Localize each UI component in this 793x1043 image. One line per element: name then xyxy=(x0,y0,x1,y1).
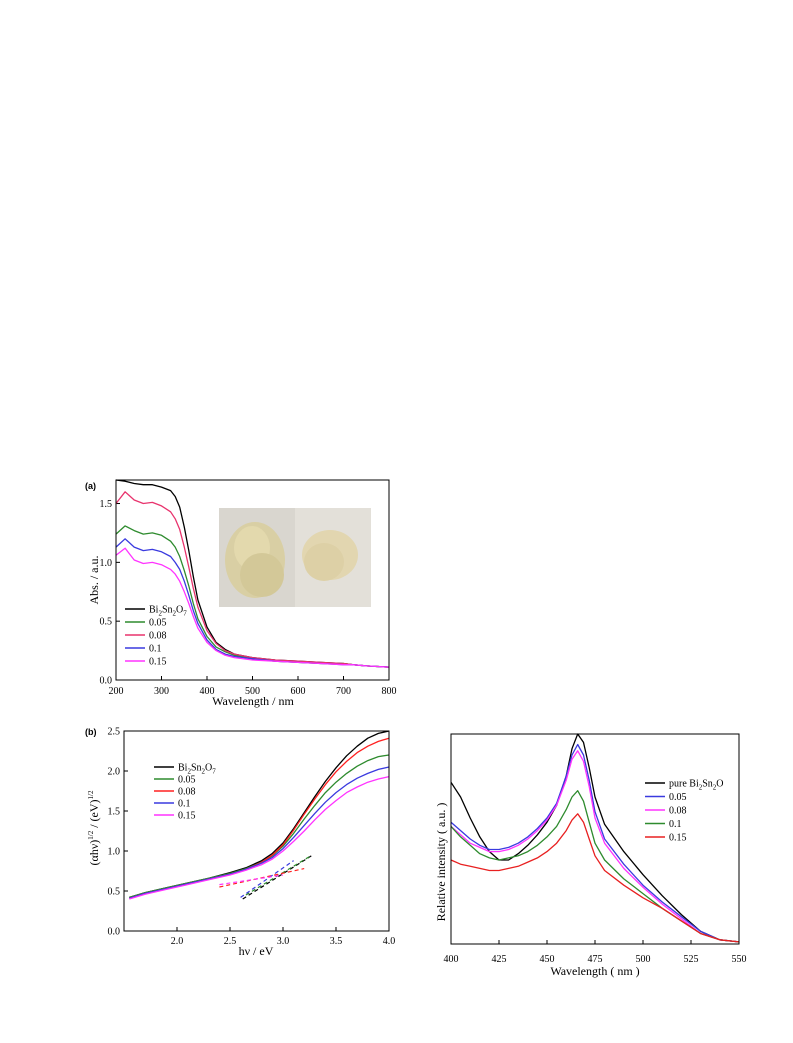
y-tick-label: 1.5 xyxy=(108,807,121,818)
y-tick-label: 0.5 xyxy=(108,887,121,898)
legend-label: 0.08 xyxy=(669,806,687,817)
tangent-line xyxy=(219,874,284,886)
panel-c-pl-spectra: 400 425 450 475 500 525 550 Wavelength ( nm ) … xyxy=(434,733,747,978)
panel-b-label: (b) xyxy=(85,727,97,737)
panel-a-y-axis-title: Abs. / a.u. xyxy=(87,556,101,605)
legend-label: Bi2Sn2O7 xyxy=(149,605,187,618)
series-line xyxy=(450,813,740,943)
legend-label: 0.08 xyxy=(149,631,167,642)
series-line xyxy=(129,730,390,899)
series-line xyxy=(129,737,390,899)
x-tick-label: 500 xyxy=(245,686,260,697)
panel-c-x-axis-title: Wavelength ( nm ) xyxy=(550,964,639,978)
panel-a-frame xyxy=(115,479,390,681)
x-tick-label: 300 xyxy=(154,686,169,697)
x-tick-label: 700 xyxy=(336,686,351,697)
x-tick-label: 400 xyxy=(444,954,459,965)
legend-label: 0.05 xyxy=(669,792,687,803)
legend-label: 0.15 xyxy=(669,833,687,844)
panel-a-x-axis-title: Wavelength / nm xyxy=(212,694,294,708)
panel-c-y-axis-title: Relative intensity ( a.u. ) xyxy=(434,803,448,922)
panel-b-plot-area: 2.0 2.5 3.0 3.5 4.0 0.0 0.5 1.0 1.5 2.0 2.5 xyxy=(108,727,396,948)
x-tick-label: 500 xyxy=(636,954,651,965)
tangent-line xyxy=(240,860,294,898)
x-tick-label: 4.0 xyxy=(383,936,396,947)
panel-b-frame xyxy=(123,730,390,932)
panel-a-plot-area: 200 300 400 500 600 700 800 0.0 0.5 1.0 1.5 xyxy=(100,479,397,697)
x-tick-label: 525 xyxy=(684,954,699,965)
series-line xyxy=(450,743,740,943)
x-tick-label: 450 xyxy=(540,954,555,965)
legend-label: 0.05 xyxy=(149,618,167,629)
legend-label: 0.05 xyxy=(178,775,196,786)
panel-a-uv-vis: (a) 200 300 400 500 600 700 800 0.0 0.5 1.0 1.5 Wa… xyxy=(85,479,397,708)
x-tick-label: 425 xyxy=(492,954,507,965)
legend-label: 0.15 xyxy=(178,811,196,822)
series-line xyxy=(450,750,740,943)
series-line xyxy=(450,733,740,943)
x-tick-label: 3.0 xyxy=(277,936,290,947)
y-tick-label: 0.0 xyxy=(100,676,113,687)
panel-b-y-axis-title: (αhν)1/2 / (eV)1/2 xyxy=(87,790,101,865)
x-tick-label: 2.0 xyxy=(171,936,184,947)
series-line xyxy=(129,766,390,899)
legend-label: 0.1 xyxy=(178,799,191,810)
powder-photo-inset xyxy=(219,508,371,607)
y-tick-label: 0.5 xyxy=(100,617,113,628)
series-line xyxy=(129,754,390,899)
panel-b-tauc-plot: (b) 2.0 2.5 3.0 3.5 4.0 0.0 0.5 1.0 1.5 2.0 2.5 hν… xyxy=(85,727,395,959)
x-tick-label: 400 xyxy=(200,686,215,697)
y-tick-label: 2.5 xyxy=(108,727,121,738)
legend-label: 0.1 xyxy=(669,819,682,830)
series-line xyxy=(129,775,390,900)
x-tick-label: 475 xyxy=(588,954,603,965)
x-tick-label: 600 xyxy=(291,686,306,697)
y-tick-label: 1.0 xyxy=(108,847,121,858)
x-tick-label: 3.5 xyxy=(330,936,343,947)
series-line xyxy=(115,491,390,668)
y-tick-label: 1.0 xyxy=(100,558,113,569)
y-tick-label: 1.5 xyxy=(100,499,113,510)
x-tick-label: 800 xyxy=(382,686,397,697)
x-tick-label: 550 xyxy=(732,954,747,965)
legend-label: pure Bi2Sn2O xyxy=(669,779,724,792)
panel-c-frame xyxy=(450,733,740,945)
panel-a-label: (a) xyxy=(85,481,96,491)
x-tick-label: 2.5 xyxy=(224,936,237,947)
panel-b-x-axis-title: hν / eV xyxy=(239,944,274,958)
y-tick-label: 0.0 xyxy=(108,927,121,938)
y-tick-label: 2.0 xyxy=(108,767,121,778)
x-tick-label: 200 xyxy=(109,686,124,697)
legend-label: 0.1 xyxy=(149,644,162,655)
series-line xyxy=(115,547,390,668)
legend-label: Bi2Sn2O7 xyxy=(178,763,216,776)
legend-label: 0.08 xyxy=(178,787,196,798)
panel-c-plot-area: 400 425 450 475 500 525 550 xyxy=(444,733,747,965)
legend-label: 0.15 xyxy=(149,657,167,668)
